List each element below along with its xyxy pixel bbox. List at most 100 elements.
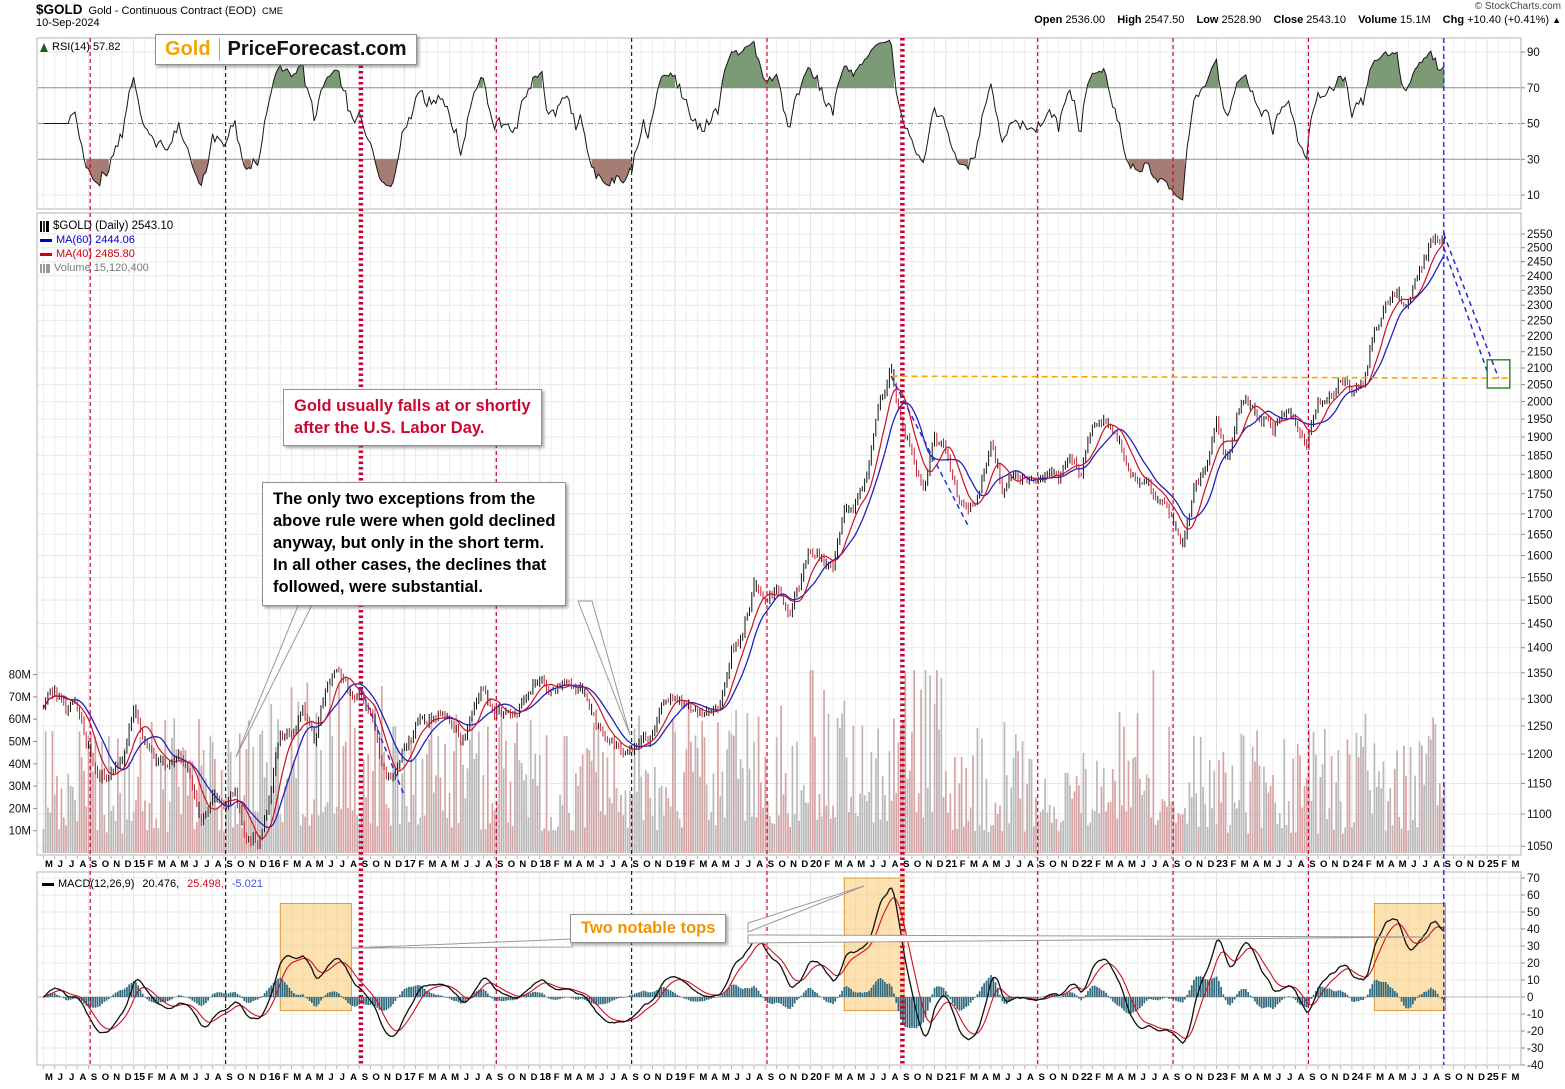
svg-text:M: M bbox=[970, 1072, 978, 1083]
svg-text:17: 17 bbox=[404, 1071, 416, 1083]
svg-text:10: 10 bbox=[1527, 975, 1540, 987]
svg-text:S: S bbox=[362, 859, 368, 870]
macd-hist-value: -5.021 bbox=[231, 878, 264, 890]
svg-text:25: 25 bbox=[1487, 858, 1499, 870]
svg-text:N: N bbox=[519, 859, 526, 870]
svg-text:M: M bbox=[835, 1072, 843, 1083]
svg-text:A: A bbox=[215, 1072, 222, 1083]
svg-text:20: 20 bbox=[810, 1071, 822, 1083]
svg-text:M: M bbox=[1241, 859, 1249, 870]
svg-text:M: M bbox=[1399, 859, 1407, 870]
svg-text:2300: 2300 bbox=[1527, 300, 1553, 312]
change-up-icon: ▲ bbox=[1552, 15, 1561, 25]
svg-text:A: A bbox=[350, 1072, 357, 1083]
svg-text:F: F bbox=[283, 1072, 289, 1083]
svg-text:J: J bbox=[340, 1072, 345, 1083]
logo-gold: Gold bbox=[165, 38, 220, 61]
svg-text:23: 23 bbox=[1216, 1071, 1228, 1083]
svg-text:1800: 1800 bbox=[1527, 469, 1553, 481]
svg-text:O: O bbox=[779, 1072, 786, 1083]
svg-text:D: D bbox=[531, 1072, 538, 1083]
svg-text:A: A bbox=[1253, 859, 1260, 870]
chg-label: Chg bbox=[1442, 14, 1465, 26]
svg-text:A: A bbox=[1388, 859, 1395, 870]
svg-text:M: M bbox=[1105, 859, 1113, 870]
svg-text:M: M bbox=[451, 1072, 459, 1083]
svg-text:18: 18 bbox=[539, 858, 551, 870]
svg-text:40M: 40M bbox=[9, 759, 31, 771]
svg-text:A: A bbox=[485, 859, 492, 870]
svg-text:A: A bbox=[892, 859, 899, 870]
open-value: 2536.00 bbox=[1065, 14, 1106, 26]
svg-text:2250: 2250 bbox=[1527, 315, 1553, 327]
svg-text:2100: 2100 bbox=[1527, 363, 1553, 375]
volume-label: Volume bbox=[1358, 14, 1398, 26]
svg-text:A: A bbox=[440, 1072, 447, 1083]
svg-text:J: J bbox=[746, 859, 751, 870]
svg-text:20: 20 bbox=[1527, 958, 1540, 970]
svg-text:J: J bbox=[464, 1072, 469, 1083]
svg-text:-20: -20 bbox=[1527, 1026, 1544, 1038]
svg-text:30: 30 bbox=[1527, 154, 1540, 166]
svg-text:2000: 2000 bbox=[1527, 397, 1553, 409]
svg-text:D: D bbox=[1478, 1072, 1485, 1083]
svg-text:A: A bbox=[892, 1072, 899, 1083]
svg-text:N: N bbox=[1196, 859, 1203, 870]
svg-text:1100: 1100 bbox=[1527, 809, 1552, 821]
svg-text:S: S bbox=[91, 1072, 97, 1083]
svg-text:D: D bbox=[1343, 1072, 1350, 1083]
svg-text:J: J bbox=[69, 1072, 74, 1083]
svg-text:S: S bbox=[903, 1072, 909, 1083]
svg-text:N: N bbox=[113, 1072, 120, 1083]
svg-text:1850: 1850 bbox=[1527, 450, 1553, 462]
svg-text:M: M bbox=[429, 1072, 437, 1083]
svg-text:F: F bbox=[960, 1072, 966, 1083]
svg-text:18: 18 bbox=[539, 1071, 551, 1083]
svg-text:M: M bbox=[699, 859, 707, 870]
svg-text:20M: 20M bbox=[9, 803, 31, 815]
svg-text:M: M bbox=[1128, 1072, 1136, 1083]
svg-text:2500: 2500 bbox=[1527, 243, 1553, 255]
volume-icon bbox=[40, 263, 50, 273]
svg-text:D: D bbox=[531, 859, 538, 870]
svg-text:A: A bbox=[1027, 1072, 1034, 1083]
exchange: CME bbox=[262, 6, 284, 17]
exceptions-line2: above rule were when gold declined bbox=[273, 511, 556, 530]
svg-text:A: A bbox=[170, 859, 177, 870]
svg-text:F: F bbox=[554, 1072, 560, 1083]
labor-day-annotation: Gold usually falls at or shortly after t… bbox=[283, 389, 542, 446]
svg-text:O: O bbox=[1320, 859, 1327, 870]
svg-text:S: S bbox=[768, 859, 774, 870]
svg-text:M: M bbox=[564, 1072, 572, 1083]
svg-text:2400: 2400 bbox=[1527, 271, 1553, 283]
svg-text:80M: 80M bbox=[9, 670, 31, 682]
svg-text:A: A bbox=[79, 859, 86, 870]
open-label: Open bbox=[1034, 14, 1063, 26]
svg-text:A: A bbox=[1117, 1072, 1124, 1083]
svg-text:M: M bbox=[722, 1072, 730, 1083]
exceptions-line1: The only two exceptions from the bbox=[273, 490, 536, 508]
svg-text:F: F bbox=[554, 859, 560, 870]
logo-rest: PriceForecast.com bbox=[227, 38, 407, 60]
svg-text:J: J bbox=[1287, 859, 1292, 870]
svg-text:M: M bbox=[451, 859, 459, 870]
svg-text:M: M bbox=[1376, 1072, 1384, 1083]
svg-text:O: O bbox=[237, 859, 244, 870]
svg-text:J: J bbox=[464, 859, 469, 870]
svg-text:O: O bbox=[372, 1072, 379, 1083]
svg-text:-30: -30 bbox=[1527, 1043, 1544, 1055]
svg-text:O: O bbox=[779, 859, 786, 870]
low-label: Low bbox=[1196, 14, 1219, 26]
svg-text:A: A bbox=[846, 859, 853, 870]
svg-text:S: S bbox=[1174, 1072, 1180, 1083]
svg-text:M: M bbox=[722, 859, 730, 870]
svg-text:M: M bbox=[699, 1072, 707, 1083]
svg-text:1250: 1250 bbox=[1527, 721, 1553, 733]
notable-tops-annotation: Two notable tops bbox=[570, 914, 727, 943]
svg-text:J: J bbox=[69, 859, 74, 870]
svg-text:J: J bbox=[1276, 1072, 1281, 1083]
svg-text:D: D bbox=[1207, 859, 1214, 870]
low-value: 2528.90 bbox=[1221, 14, 1262, 26]
svg-text:1450: 1450 bbox=[1527, 619, 1553, 631]
